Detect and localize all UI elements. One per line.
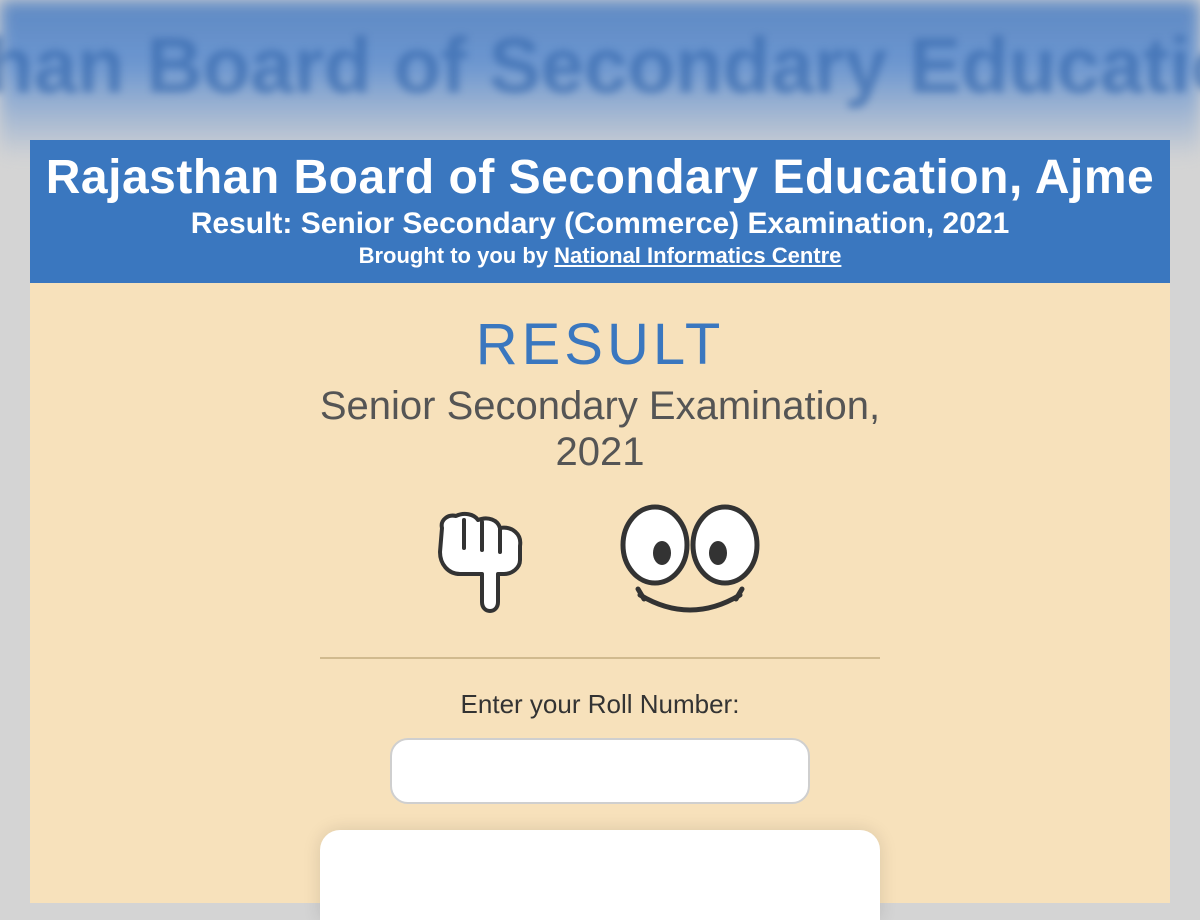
roll-number-input[interactable] bbox=[390, 738, 810, 804]
brought-by-line: Brought to you by National Informatics C… bbox=[30, 243, 1170, 269]
exam-name-line1: Senior Secondary Examination, bbox=[30, 382, 1170, 430]
exam-name-line2: 2021 bbox=[30, 430, 1170, 475]
clipart-row bbox=[30, 493, 1170, 633]
bottom-overlay bbox=[320, 830, 880, 920]
header-banner: Rajasthan Board of Secondary Education, … bbox=[30, 140, 1170, 283]
content-area: RESULT Senior Secondary Examination, 202… bbox=[30, 283, 1170, 903]
nic-link[interactable]: National Informatics Centre bbox=[554, 243, 841, 268]
background-blur-text: than Board of Secondary Educatio bbox=[0, 20, 1200, 111]
board-title: Rajasthan Board of Secondary Education, … bbox=[30, 150, 1170, 205]
result-subtitle: Result: Senior Secondary (Commerce) Exam… bbox=[30, 207, 1170, 241]
divider-line bbox=[320, 657, 880, 659]
pointing-hand-icon bbox=[420, 498, 560, 628]
result-heading: RESULT bbox=[30, 311, 1170, 378]
brought-prefix: Brought to you by bbox=[359, 243, 555, 268]
result-card: Rajasthan Board of Secondary Education, … bbox=[30, 140, 1170, 900]
roll-number-label: Enter your Roll Number: bbox=[30, 689, 1170, 720]
eyes-smile-icon bbox=[600, 503, 780, 623]
